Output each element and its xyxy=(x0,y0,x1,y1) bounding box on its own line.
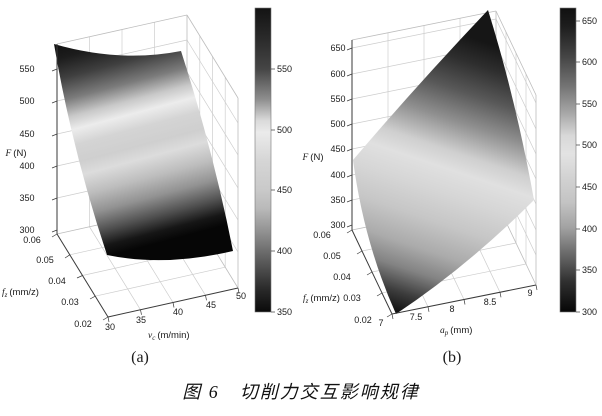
tick-label: 0.02 xyxy=(354,315,372,325)
plot-a-y-axis-label: fz (mm/z) xyxy=(2,287,39,299)
colorbar-b-gradient xyxy=(560,8,576,312)
surface-plots-canvas: 550 500 450 400 350 300 0.02 0.03 0.04 0… xyxy=(2,7,597,366)
tick-label: 300 xyxy=(330,220,345,230)
plot-a-y-tick-labels: 0.02 0.03 0.04 0.05 0.06 xyxy=(23,235,92,329)
tick-label: 600 xyxy=(330,69,345,79)
tick-label: 0.05 xyxy=(36,255,54,265)
tick-label: 300 xyxy=(19,225,34,235)
tick-label: 350 xyxy=(19,193,34,203)
tick-label: 8 xyxy=(449,304,454,314)
tick-label: 0.03 xyxy=(343,293,361,303)
tick-label: 35 xyxy=(136,315,146,325)
tick-label: 400 xyxy=(277,246,292,256)
tick-label: 550 xyxy=(277,64,292,74)
plot-b-y-tick-labels: 0.02 0.03 0.04 0.05 0.06 xyxy=(313,230,372,325)
tick-label: 0.05 xyxy=(323,251,341,261)
tick-label: 500 xyxy=(19,96,34,106)
plot-b-ticks xyxy=(346,47,538,320)
tick-label: 0.03 xyxy=(61,297,79,307)
panel-b-label: (b) xyxy=(443,349,462,366)
tick-label: 450 xyxy=(277,185,292,195)
colorbar-b-frame xyxy=(559,7,577,313)
tick-label: 450 xyxy=(330,144,345,154)
colorbar-a-ticks xyxy=(271,68,275,313)
plot-a-surface xyxy=(54,44,233,261)
colorbar-b: 650 600 550 500 450 400 350 300 xyxy=(559,7,597,317)
tick-label: 500 xyxy=(582,140,597,150)
plot-b-x-tick-labels: 7 7.5 8 8.5 9 xyxy=(378,288,532,328)
tick-label: 40 xyxy=(173,307,183,317)
tick-label: 30 xyxy=(105,322,115,332)
plot-a-x-axis-label: vc (m/min) xyxy=(148,330,190,342)
tick-label: 0.06 xyxy=(23,235,41,245)
colorbar-a-labels: 550 500 450 400 350 xyxy=(277,64,292,317)
tick-label: 300 xyxy=(582,307,597,317)
tick-label: 500 xyxy=(330,119,345,129)
tick-label: 400 xyxy=(582,224,597,234)
tick-label: 8.5 xyxy=(484,297,497,307)
plot-a-z-tick-labels: 550 500 450 400 350 300 xyxy=(19,64,34,235)
tick-label: 9 xyxy=(527,288,532,298)
plot-a-ticks xyxy=(51,68,240,323)
plot-b: 650 600 550 500 450 400 350 300 0.02 0.0… xyxy=(301,10,538,366)
tick-label: 350 xyxy=(330,195,345,205)
tick-label: 350 xyxy=(277,307,292,317)
colorbar-b-labels: 650 600 550 500 450 400 350 300 xyxy=(582,16,597,317)
tick-label: 450 xyxy=(19,129,34,139)
panel-a-label: (a) xyxy=(131,349,149,366)
tick-label: 0.02 xyxy=(74,319,92,329)
tick-label: 7 xyxy=(378,318,383,328)
tick-label: 7.5 xyxy=(410,312,423,322)
colorbar-a-frame xyxy=(254,7,272,313)
tick-label: 45 xyxy=(206,300,216,310)
tick-label: 400 xyxy=(19,161,34,171)
tick-label: 0.04 xyxy=(333,272,351,282)
tick-label: 400 xyxy=(330,170,345,180)
plot-b-z-tick-labels: 650 600 550 500 450 400 350 300 xyxy=(330,43,345,230)
plot-b-y-axis-label: fz (mm/z) xyxy=(303,293,340,305)
tick-label: 50 xyxy=(236,291,246,301)
tick-label: 650 xyxy=(582,16,597,26)
tick-label: 450 xyxy=(582,182,597,192)
figure-caption: 图 6 切削力交互影响规律 xyxy=(182,382,420,402)
colorbar-b-ticks xyxy=(576,20,580,313)
plot-b-surface xyxy=(353,10,534,314)
tick-label: 650 xyxy=(330,43,345,53)
plot-a-z-axis-label: F (N) xyxy=(4,148,26,159)
plot-a: 550 500 450 400 350 300 0.02 0.03 0.04 0… xyxy=(2,14,246,366)
plot-b-z-axis-label: F (N) xyxy=(301,152,323,163)
tick-label: 600 xyxy=(582,57,597,67)
tick-label: 350 xyxy=(582,265,597,275)
colorbar-a-gradient xyxy=(255,8,271,312)
colorbar-a: 550 500 450 400 350 xyxy=(254,7,292,317)
tick-label: 0.04 xyxy=(48,276,66,286)
plot-b-x-axis-label: ap (mm) xyxy=(440,325,472,337)
plot-a-x-tick-labels: 30 35 40 45 50 xyxy=(105,291,246,332)
tick-label: 550 xyxy=(19,64,34,74)
tick-label: 0.06 xyxy=(313,230,331,240)
tick-label: 500 xyxy=(277,125,292,135)
tick-label: 550 xyxy=(582,99,597,109)
tick-label: 550 xyxy=(330,94,345,104)
